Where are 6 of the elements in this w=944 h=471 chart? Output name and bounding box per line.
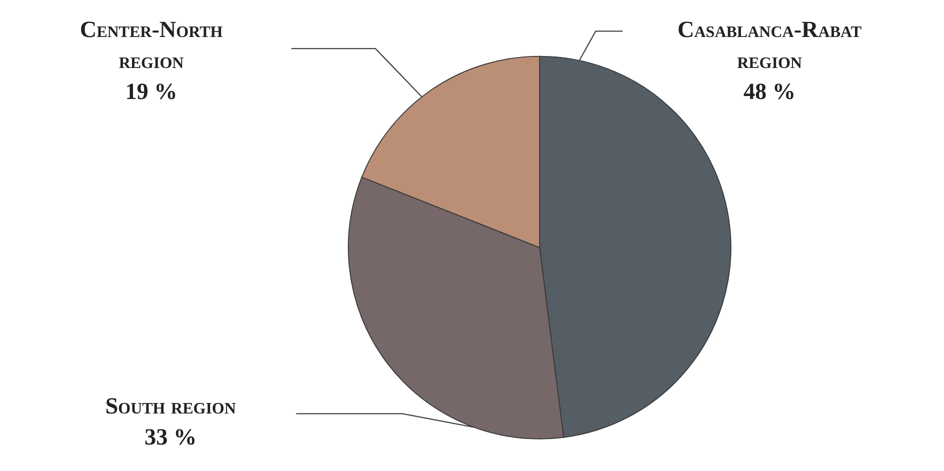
slice-label: South region [105,394,236,420]
data-label: 33 % [144,424,197,451]
data-label: 19 % [125,78,178,105]
slice-label: Center-North region [80,16,224,74]
legend-label: Casablanca-Rabat region [678,16,862,74]
data-label: 48 % [743,78,796,105]
